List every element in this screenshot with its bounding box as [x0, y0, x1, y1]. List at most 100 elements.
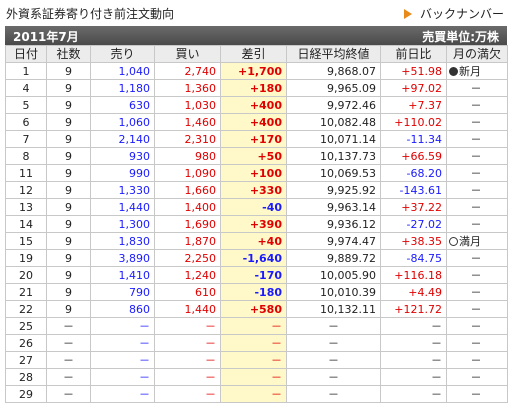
- date-cell: 6: [5, 113, 47, 131]
- date-cell: 5: [5, 96, 47, 114]
- nikkei-cell: －: [286, 334, 381, 352]
- nikkei-cell: 10,071.14: [286, 130, 381, 148]
- sell-cell: 1,180: [90, 79, 155, 97]
- sell-cell: 1,830: [90, 232, 155, 250]
- buy-cell: 1,660: [154, 181, 221, 199]
- change-cell: +97.02: [380, 79, 447, 97]
- moon-cell: －: [446, 283, 508, 301]
- change-cell: +121.72: [380, 300, 447, 318]
- moon-cell: －: [446, 300, 508, 318]
- date-cell: 26: [5, 334, 47, 352]
- change-cell: -84.75: [380, 249, 447, 267]
- nikkei-cell: 9,868.07: [286, 62, 381, 80]
- firms-cell: 9: [46, 215, 91, 233]
- table-row: 26 －－－－－－－: [5, 334, 508, 352]
- table-row: 25 －－－－－－－: [5, 317, 508, 335]
- full-moon-icon: [449, 236, 458, 246]
- diff-cell: +170: [220, 130, 287, 148]
- firms-cell: －: [46, 385, 91, 403]
- table-row: 20 9 1,410 1,240 -170 10,005.90 +116.18 －: [5, 266, 508, 284]
- moon-cell: －: [446, 368, 508, 386]
- nikkei-cell: －: [286, 368, 381, 386]
- firms-cell: 9: [46, 249, 91, 267]
- moon-cell: －: [446, 215, 508, 233]
- nikkei-cell: －: [286, 351, 381, 369]
- moon-cell: －: [446, 317, 508, 335]
- firms-cell: －: [46, 317, 91, 335]
- date-cell: 22: [5, 300, 47, 318]
- nikkei-cell: 9,936.12: [286, 215, 381, 233]
- sell-cell: 3,890: [90, 249, 155, 267]
- sell-cell: －: [90, 317, 155, 335]
- buy-cell: 2,310: [154, 130, 221, 148]
- diff-cell: +400: [220, 113, 287, 131]
- col-header-moon: 月の満欠: [446, 45, 508, 63]
- table-header-bar: 2011年7月 売買単位:万株: [5, 26, 507, 45]
- buy-cell: 980: [154, 147, 221, 165]
- moon-cell: －: [446, 181, 508, 199]
- buy-cell: －: [154, 317, 221, 335]
- sell-cell: 860: [90, 300, 155, 318]
- buy-cell: －: [154, 351, 221, 369]
- moon-label: 新月: [459, 64, 481, 78]
- date-cell: 20: [5, 266, 47, 284]
- diff-cell: -1,640: [220, 249, 287, 267]
- change-cell: +37.22: [380, 198, 447, 216]
- nikkei-cell: 9,925.92: [286, 181, 381, 199]
- arrow-right-icon: [403, 9, 412, 19]
- diff-cell: －: [220, 368, 287, 386]
- change-cell: -11.34: [380, 130, 447, 148]
- nikkei-cell: 10,005.90: [286, 266, 381, 284]
- date-cell: 7: [5, 130, 47, 148]
- moon-cell: 新月: [446, 62, 508, 80]
- diff-cell: －: [220, 334, 287, 352]
- diff-cell: +330: [220, 181, 287, 199]
- moon-cell: －: [446, 147, 508, 165]
- diff-cell: +100: [220, 164, 287, 182]
- sell-cell: 930: [90, 147, 155, 165]
- buy-cell: 1,240: [154, 266, 221, 284]
- table-row: 8 9 930 980 +50 10,137.73 +66.59 －: [5, 147, 508, 165]
- moon-cell: －: [446, 334, 508, 352]
- table-row: 12 9 1,330 1,660 +330 9,925.92 -143.61 －: [5, 181, 508, 199]
- change-cell: +51.98: [380, 62, 447, 80]
- diff-cell: －: [220, 317, 287, 335]
- change-cell: +66.59: [380, 147, 447, 165]
- firms-cell: 9: [46, 300, 91, 318]
- table-row: 13 9 1,440 1,400 -40 9,963.14 +37.22 －: [5, 198, 508, 216]
- table-row: 4 9 1,180 1,360 +180 9,965.09 +97.02 －: [5, 79, 508, 97]
- change-cell: －: [380, 317, 447, 335]
- firms-cell: 9: [46, 198, 91, 216]
- buy-cell: 2,740: [154, 62, 221, 80]
- date-cell: 25: [5, 317, 47, 335]
- sell-cell: －: [90, 334, 155, 352]
- sell-cell: 1,040: [90, 62, 155, 80]
- date-cell: 1: [5, 62, 47, 80]
- change-cell: －: [380, 351, 447, 369]
- sell-cell: 1,410: [90, 266, 155, 284]
- date-cell: 8: [5, 147, 47, 165]
- diff-cell: -170: [220, 266, 287, 284]
- table-row: 14 9 1,300 1,690 +390 9,936.12 -27.02 －: [5, 215, 508, 233]
- buy-cell: －: [154, 334, 221, 352]
- back-number-link[interactable]: バックナンバー: [403, 5, 504, 22]
- table-row: 5 9 630 1,030 +400 9,972.46 +7.37 －: [5, 96, 508, 114]
- firms-cell: 9: [46, 283, 91, 301]
- nikkei-cell: 10,132.11: [286, 300, 381, 318]
- firms-cell: 9: [46, 113, 91, 131]
- firms-cell: 9: [46, 232, 91, 250]
- nikkei-cell: 10,082.48: [286, 113, 381, 131]
- buy-cell: 1,460: [154, 113, 221, 131]
- date-cell: 15: [5, 232, 47, 250]
- firms-cell: －: [46, 368, 91, 386]
- nikkei-cell: －: [286, 317, 381, 335]
- back-number-label: バックナンバー: [419, 7, 504, 21]
- table-row: 11 9 990 1,090 +100 10,069.53 -68.20 －: [5, 164, 508, 182]
- date-cell: 28: [5, 368, 47, 386]
- firms-cell: 9: [46, 96, 91, 114]
- moon-cell: －: [446, 351, 508, 369]
- diff-cell: +50: [220, 147, 287, 165]
- date-cell: 4: [5, 79, 47, 97]
- change-cell: +7.37: [380, 96, 447, 114]
- table-row: 1 9 1,040 2,740 +1,700 9,868.07 +51.98 新月: [5, 62, 508, 80]
